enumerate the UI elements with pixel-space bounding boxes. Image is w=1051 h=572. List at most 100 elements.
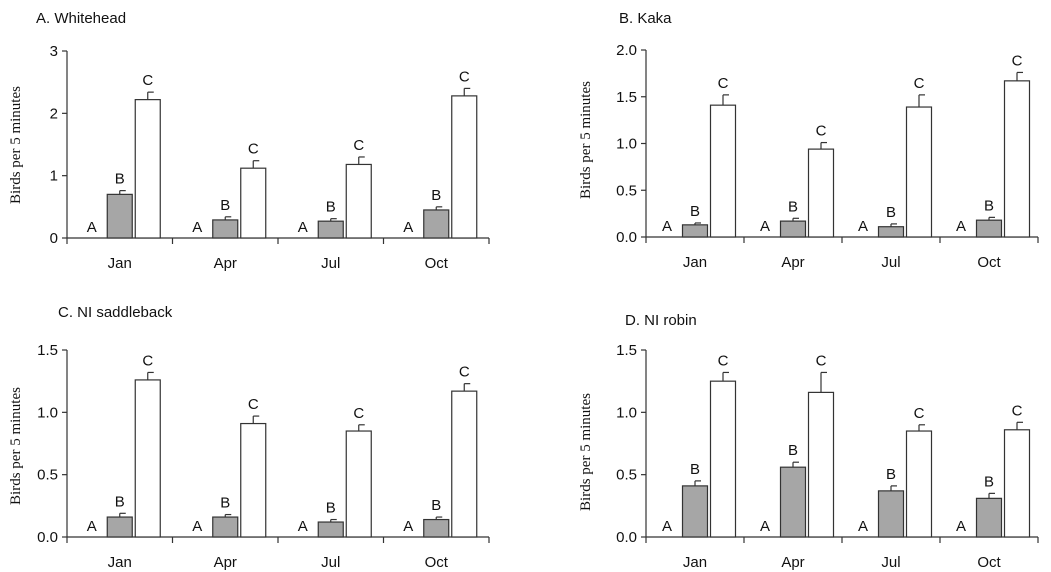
significance-letter: A	[192, 219, 202, 236]
significance-letter: A	[662, 218, 672, 235]
significance-letter: A	[858, 518, 868, 535]
y-tick-label: 0	[50, 230, 58, 247]
bar	[877, 226, 905, 238]
panel-ni-robin: D. NI robin Birds per 5 minutes 0.0 0.5 1.…	[578, 312, 1039, 571]
x-tick-label: Jul	[321, 255, 340, 272]
significance-letter: C	[248, 396, 259, 413]
x-tick-label: Oct	[425, 255, 449, 272]
significance-letter: A	[403, 518, 413, 535]
y-tick-label: 1.5	[616, 89, 637, 106]
significance-letter: A	[956, 218, 966, 235]
significance-letter: A	[87, 518, 97, 535]
significance-letter: B	[220, 197, 230, 214]
significance-letter: A	[760, 218, 770, 235]
x-tick-label: Apr	[214, 554, 237, 571]
significance-letter: C	[142, 72, 153, 89]
bar	[240, 422, 267, 538]
y-axis-label: Birds per 5 minutes	[8, 86, 24, 204]
y-tick-label: 0.0	[37, 529, 58, 546]
significance-letter: C	[248, 141, 259, 158]
x-tick-label: Apr	[781, 254, 804, 271]
y-tick-label: 3	[50, 43, 58, 60]
bar	[1003, 80, 1031, 238]
y-tick-label: 1.0	[37, 404, 58, 421]
significance-letter: C	[1012, 52, 1023, 69]
significance-letter: C	[459, 364, 470, 381]
bar	[807, 148, 835, 238]
significance-letter: B	[690, 203, 700, 220]
y-tick-label: 1.0	[616, 404, 637, 421]
significance-letter: C	[718, 352, 729, 369]
significance-letter: A	[87, 219, 97, 236]
significance-letter: C	[718, 75, 729, 92]
bar	[975, 219, 1003, 238]
bar	[423, 518, 450, 538]
bar	[807, 391, 835, 538]
bar	[212, 219, 239, 239]
x-tick-label: Oct	[977, 554, 1001, 571]
bar	[317, 220, 344, 239]
panel-title: D. NI robin	[625, 312, 697, 329]
bar	[681, 485, 709, 538]
y-tick-label: 0.5	[616, 182, 637, 199]
significance-letter: A	[298, 518, 308, 535]
y-tick-label: 0.0	[616, 529, 637, 546]
x-tick-label: Jul	[321, 554, 340, 571]
bar	[681, 224, 709, 238]
bar	[345, 430, 372, 538]
panel-title: C. NI saddleback	[58, 304, 173, 321]
significance-letter: C	[459, 68, 470, 85]
bar	[134, 379, 161, 538]
bar	[106, 516, 133, 538]
significance-letter: A	[760, 518, 770, 535]
bar	[905, 106, 933, 238]
bar	[451, 95, 478, 239]
significance-letter: B	[984, 197, 994, 214]
significance-letter: B	[326, 199, 336, 216]
significance-letter: A	[298, 219, 308, 236]
bar	[709, 380, 737, 538]
bar	[779, 466, 807, 538]
bar	[779, 220, 807, 238]
significance-letter: A	[956, 518, 966, 535]
significance-letter: B	[431, 497, 441, 514]
significance-letter: C	[914, 75, 925, 92]
significance-letter: C	[816, 352, 827, 369]
significance-letter: B	[886, 204, 896, 221]
x-tick-label: Apr	[781, 554, 804, 571]
bar	[317, 521, 344, 538]
bar	[905, 430, 933, 538]
significance-letter: C	[353, 137, 364, 154]
bar	[240, 167, 267, 239]
bar	[134, 99, 161, 239]
y-axis-label: Birds per 5 minutes	[8, 387, 24, 505]
significance-letter: B	[115, 171, 125, 188]
x-tick-label: Jan	[108, 554, 132, 571]
bar	[212, 516, 239, 538]
x-tick-label: Jan	[683, 554, 707, 571]
panel-title: B. Kaka	[619, 10, 672, 27]
significance-letter: A	[858, 218, 868, 235]
significance-letter: B	[788, 442, 798, 459]
y-tick-label: 2.0	[616, 42, 637, 59]
bar	[345, 163, 372, 239]
y-tick-label: 1.0	[616, 136, 637, 153]
x-tick-label: Jul	[881, 554, 900, 571]
significance-letter: B	[886, 466, 896, 483]
significance-letter: A	[662, 518, 672, 535]
significance-letter: B	[326, 500, 336, 517]
x-tick-label: Jul	[881, 254, 900, 271]
bar	[423, 209, 450, 239]
bar	[877, 490, 905, 538]
bar	[975, 497, 1003, 538]
panel-kaka: B. Kaka Birds per 5 minutes 0.0 0.5 1.0 1.5…	[578, 10, 1039, 271]
significance-letter: C	[816, 123, 827, 140]
panel-ni-saddleback: C. NI saddleback Birds per 5 minutes 0.0…	[8, 304, 490, 571]
significance-letter: B	[431, 187, 441, 204]
bar	[451, 390, 478, 538]
y-axis-label: Birds per 5 minutes	[578, 81, 594, 199]
y-tick-label: 0.0	[616, 229, 637, 246]
y-tick-label: 1.5	[37, 342, 58, 359]
y-tick-label: 2	[50, 105, 58, 122]
bar	[709, 104, 737, 238]
